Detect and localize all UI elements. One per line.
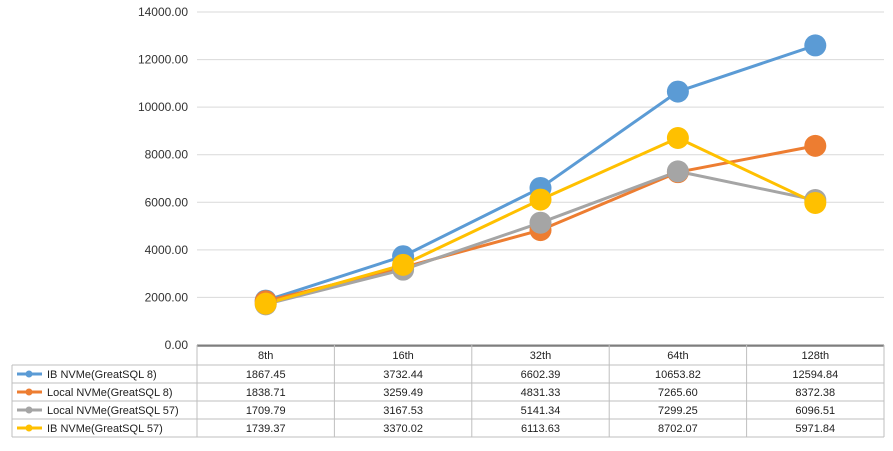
y-axis: 0.00 2000.00 4000.00 6000.00 8000.00 10000.00… bbox=[138, 5, 188, 352]
data-label: 1739.37 bbox=[246, 423, 286, 435]
y-tick-label: 4000.00 bbox=[145, 243, 189, 257]
series-line bbox=[265, 44, 816, 303]
category-label: 64th bbox=[667, 350, 688, 362]
data-label: 8702.07 bbox=[658, 423, 698, 435]
data-point bbox=[529, 211, 552, 234]
legend-marker bbox=[25, 406, 33, 414]
data-point bbox=[529, 188, 552, 211]
category-label: 128th bbox=[802, 350, 830, 362]
data-label: 4831.33 bbox=[521, 387, 561, 399]
y-tick-label: 2000.00 bbox=[145, 290, 189, 304]
category-label: 16th bbox=[392, 350, 413, 362]
category-label: 8th bbox=[258, 350, 273, 362]
data-label: 7299.25 bbox=[658, 405, 698, 417]
legend-label: IB NVMe(GreatSQL 57) bbox=[47, 423, 163, 435]
legend-label: Local NVMe(GreatSQL 8) bbox=[47, 387, 173, 399]
data-point bbox=[666, 127, 689, 150]
data-point bbox=[666, 80, 689, 103]
gridlines bbox=[197, 11, 884, 346]
data-label: 6096.51 bbox=[795, 405, 835, 417]
series-lines bbox=[265, 44, 816, 306]
y-tick-label: 0.00 bbox=[165, 338, 189, 352]
data-point bbox=[804, 191, 827, 214]
data-point bbox=[804, 34, 827, 57]
legend-label: IB NVMe(GreatSQL 8) bbox=[47, 369, 157, 381]
data-label: 3732.44 bbox=[383, 369, 423, 381]
y-tick-label: 10000.00 bbox=[138, 100, 188, 114]
y-tick-label: 12000.00 bbox=[138, 53, 188, 67]
legend-marker bbox=[25, 424, 33, 432]
data-label: 1709.79 bbox=[246, 405, 286, 417]
data-point bbox=[254, 292, 277, 315]
data-table: 8th 16th 32th 64th 128th IB NVMe(GreatSQL 8) 1… bbox=[11, 345, 885, 438]
data-label: 3167.53 bbox=[383, 405, 423, 417]
data-label: 7265.60 bbox=[658, 387, 698, 399]
data-label: 5971.84 bbox=[795, 423, 835, 435]
data-point bbox=[392, 253, 415, 276]
y-tick-label: 6000.00 bbox=[145, 195, 189, 209]
data-label: 3370.02 bbox=[383, 423, 423, 435]
series-points bbox=[254, 34, 827, 316]
legend-label: Local NVMe(GreatSQL 57) bbox=[47, 405, 179, 417]
data-label: 5141.34 bbox=[521, 405, 561, 417]
y-tick-label: 8000.00 bbox=[145, 148, 189, 162]
data-label: 12594.84 bbox=[792, 369, 838, 381]
legend-marker bbox=[25, 370, 33, 378]
y-tick-label: 14000.00 bbox=[138, 5, 188, 19]
data-point bbox=[666, 160, 689, 183]
category-label: 32th bbox=[530, 350, 551, 362]
data-label: 3259.49 bbox=[383, 387, 423, 399]
data-label: 1838.71 bbox=[246, 387, 286, 399]
data-label: 6602.39 bbox=[521, 369, 561, 381]
data-label: 1867.45 bbox=[246, 369, 286, 381]
data-point bbox=[804, 134, 827, 157]
data-label: 10653.82 bbox=[655, 369, 701, 381]
data-label: 8372.38 bbox=[795, 387, 835, 399]
data-label: 6113.63 bbox=[521, 423, 560, 435]
legend-marker bbox=[25, 388, 33, 396]
